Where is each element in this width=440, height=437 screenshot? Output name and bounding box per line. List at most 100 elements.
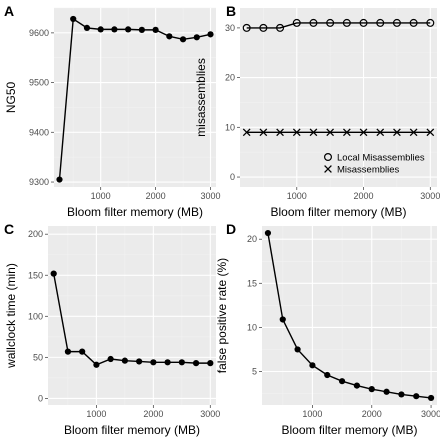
data-point xyxy=(264,229,272,237)
y-tick-label: 0 xyxy=(38,393,43,403)
data-point xyxy=(207,31,214,38)
panel-label: A xyxy=(4,3,14,19)
panel-c: C 1000 2000 3000 0 50 100 150 200 Bloom filter me… xyxy=(4,221,220,437)
data-point xyxy=(338,378,346,385)
panel-label: B xyxy=(226,3,236,19)
data-point xyxy=(368,386,375,393)
x-axis-title: Bloom filter memory (MB) xyxy=(67,205,203,219)
y-tick-label: 5 xyxy=(252,366,257,376)
data-point xyxy=(279,316,286,323)
y-axis-title: misassemblies xyxy=(194,58,208,137)
data-point xyxy=(292,18,301,27)
data-point xyxy=(276,128,284,137)
data-point xyxy=(309,18,318,27)
data-point xyxy=(409,128,418,137)
legend-key xyxy=(324,153,333,162)
y-tick-label: 10 xyxy=(247,322,257,332)
data-point xyxy=(342,128,351,137)
legend-label: Local Misassemblies xyxy=(337,153,425,164)
y-axis-title: NG50 xyxy=(4,82,18,114)
data-point xyxy=(359,128,368,137)
plot-background xyxy=(262,226,437,405)
data-point xyxy=(193,34,200,41)
panel-a: A 1000 2000 3000 9300 9400 9500 9600 Bloom filte… xyxy=(4,3,221,219)
data-point xyxy=(70,15,77,23)
y-tick-label: 30 xyxy=(225,23,235,33)
x-tick-label: 3000 xyxy=(421,409,440,419)
x-tick-label: 1000 xyxy=(302,409,322,419)
data-point xyxy=(376,128,385,137)
y-tick-label: 9500 xyxy=(29,78,49,88)
data-point xyxy=(409,18,418,27)
data-point xyxy=(342,18,351,27)
y-tick-label: 20 xyxy=(225,73,235,83)
data-point xyxy=(138,26,145,33)
data-point xyxy=(192,360,200,367)
y-axis-title: false positive rate (%) xyxy=(215,258,229,373)
x-tick-label: 1000 xyxy=(91,191,111,201)
panel-b: B 1000 2000 3000 0 10 20 30 Bloom filter memory … xyxy=(194,3,440,219)
legend-key xyxy=(324,165,332,173)
x-tick-label: 1000 xyxy=(287,191,307,201)
x-axis-title: Bloom filter memory (MB) xyxy=(64,423,200,437)
data-point xyxy=(413,393,420,400)
x-tick-label: 2000 xyxy=(143,409,163,419)
data-point xyxy=(259,23,268,32)
legend-label: Misassemblies xyxy=(337,165,400,176)
panel-label: D xyxy=(226,221,236,237)
data-point xyxy=(79,348,86,355)
data-point xyxy=(326,18,335,27)
plot-background xyxy=(48,226,216,405)
y-tick-label: 15 xyxy=(247,278,257,288)
data-point xyxy=(426,128,435,137)
data-point xyxy=(292,128,301,137)
x-tick-label: 3000 xyxy=(200,409,220,419)
data-point xyxy=(294,346,301,353)
y-tick-label: 50 xyxy=(33,352,43,362)
data-point xyxy=(242,23,251,32)
x-tick-label: 3000 xyxy=(200,191,220,201)
data-point xyxy=(83,24,91,31)
x-axis-title: Bloom filter memory (MB) xyxy=(270,205,406,219)
data-point xyxy=(309,362,316,369)
data-point xyxy=(309,128,318,137)
data-point xyxy=(207,360,214,367)
data-point xyxy=(121,357,128,364)
y-axis-title: wallclock time (min) xyxy=(4,263,18,369)
data-point xyxy=(93,361,100,368)
data-point xyxy=(426,18,435,27)
x-tick-label: 3000 xyxy=(420,191,440,201)
data-point xyxy=(56,176,63,183)
data-point xyxy=(398,391,405,398)
data-point xyxy=(111,26,118,33)
data-point xyxy=(326,128,335,137)
data-point xyxy=(50,270,57,277)
data-point xyxy=(259,128,268,137)
x-tick-label: 2000 xyxy=(354,191,374,201)
y-tick-label: 20 xyxy=(247,234,257,244)
data-point xyxy=(393,128,401,137)
data-point xyxy=(164,359,171,366)
data-point xyxy=(125,26,132,33)
y-tick-label: 9300 xyxy=(29,177,49,187)
data-point xyxy=(276,23,285,32)
y-tick-label: 200 xyxy=(28,229,43,239)
data-point xyxy=(359,18,368,27)
data-point xyxy=(324,371,331,379)
data-point xyxy=(178,359,185,366)
data-point xyxy=(427,394,435,402)
data-point xyxy=(353,382,361,389)
y-tick-label: 100 xyxy=(28,311,43,321)
plot-background xyxy=(240,8,437,187)
y-tick-label: 9400 xyxy=(29,127,49,137)
x-tick-label: 1000 xyxy=(86,409,106,419)
y-tick-label: 10 xyxy=(225,122,235,132)
data-point xyxy=(150,359,157,366)
data-point xyxy=(107,355,114,363)
x-axis-title: Bloom filter memory (MB) xyxy=(281,423,417,437)
y-tick-label: 150 xyxy=(28,270,43,280)
data-point xyxy=(136,358,143,365)
data-point xyxy=(179,36,187,43)
